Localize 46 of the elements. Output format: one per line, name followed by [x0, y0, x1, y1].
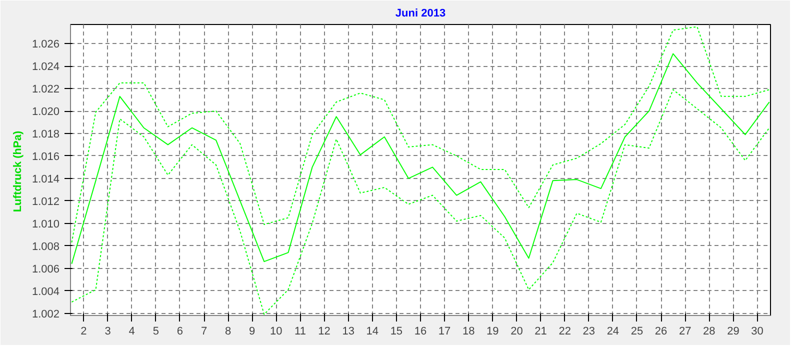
y-tick-label: 1.004 — [32, 286, 60, 298]
x-tick-label: 15 — [390, 326, 403, 338]
y-tick-label: 1.014 — [32, 173, 60, 186]
y-tick-label: 1.010 — [32, 218, 60, 230]
x-tick-label: 29 — [727, 326, 740, 338]
y-tick-label: 1.026 — [32, 38, 60, 51]
y-tick-label: 1.008 — [32, 240, 60, 253]
y-tick-label: 1.020 — [32, 106, 60, 118]
y-axis-title: Luftdruck (hPa) — [12, 130, 24, 212]
x-tick-label: 28 — [703, 326, 716, 338]
x-tick-label: 8 — [225, 326, 232, 338]
x-tick-label: 20 — [510, 326, 523, 338]
x-tick-label: 19 — [486, 326, 499, 338]
x-tick-label: 13 — [342, 326, 354, 338]
x-tick-label: 3 — [104, 326, 111, 338]
x-tick-label: 11 — [294, 326, 306, 338]
x-tick-label: 6 — [176, 326, 184, 338]
x-tick-label: 2 — [80, 326, 87, 338]
x-tick-label: 26 — [654, 326, 668, 338]
y-tick-label: 1.024 — [32, 61, 60, 74]
y-tick-label: 1.018 — [32, 128, 60, 140]
x-tick-label: 18 — [462, 326, 475, 338]
x-tick-label: 30 — [751, 326, 764, 338]
x-tick-label: 27 — [678, 326, 692, 338]
y-tick-label: 1.002 — [32, 308, 60, 320]
x-tick-label: 4 — [128, 326, 135, 338]
chart-title: Juni 2013 — [395, 8, 446, 20]
x-tick-label: 23 — [582, 326, 596, 338]
x-tick-label: 25 — [630, 326, 644, 338]
x-tick-label: 12 — [318, 326, 330, 338]
x-tick-label: 22 — [558, 326, 571, 338]
x-tick-label: 21 — [534, 326, 547, 338]
x-tick-label: 7 — [200, 326, 208, 338]
y-tick-label: 1.016 — [32, 150, 60, 163]
y-tick-label: 1.012 — [32, 196, 60, 208]
x-tick-label: 10 — [270, 326, 282, 338]
line-series — [71, 53, 770, 264]
x-tick-label: 5 — [152, 326, 159, 338]
x-tick-label: 17 — [438, 326, 451, 338]
x-tick-label: 16 — [414, 326, 427, 338]
y-tick-label: 1.006 — [32, 263, 60, 276]
x-tick-label: 9 — [249, 326, 256, 338]
x-tick-label: 24 — [606, 326, 620, 338]
y-tick-label: 1.022 — [32, 84, 60, 96]
x-tick-label: 14 — [366, 326, 379, 338]
line-series — [71, 26, 770, 243]
